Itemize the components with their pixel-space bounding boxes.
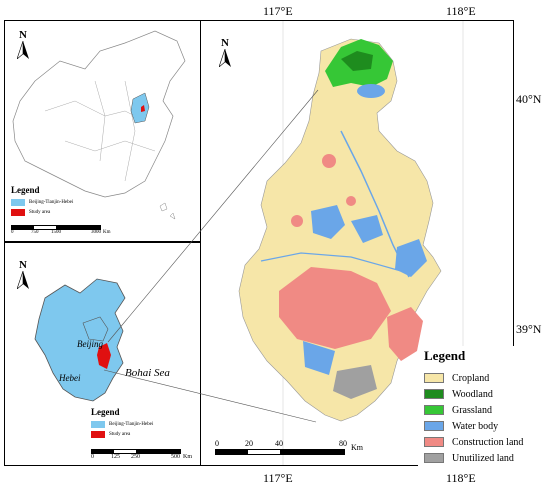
region-legend-item: Beijing-Tianjin-Hebei bbox=[91, 421, 191, 428]
north-arrow-main: N bbox=[218, 37, 231, 70]
lon-label-top-117: 117°E bbox=[263, 4, 293, 18]
lon-label-top-118: 118°E bbox=[446, 4, 476, 18]
legend-swatch bbox=[424, 453, 444, 463]
china-inset: N Legend Beijing-Tianjin-Hebei Study are… bbox=[4, 20, 201, 242]
region-legend-item: Study area bbox=[91, 431, 191, 438]
legend-item-woodland: Woodland bbox=[424, 386, 526, 402]
land-use-legend: Legend Cropland Woodland Grassland Water… bbox=[418, 346, 526, 466]
legend-swatch bbox=[424, 373, 444, 383]
china-legend-item: Study area bbox=[11, 209, 121, 216]
china-scale-bar: 0 750 1500 3000 Km bbox=[11, 225, 111, 238]
legend-item-grassland: Grassland bbox=[424, 402, 526, 418]
lat-label-40: 40°N bbox=[516, 92, 542, 106]
region-inset: N Beijing Hebei Bohai Sea Legend Beijing… bbox=[4, 242, 201, 466]
legend-swatch bbox=[91, 421, 105, 428]
lon-label-bottom-118: 118°E bbox=[446, 471, 476, 485]
legend-swatch bbox=[424, 389, 444, 399]
legend-swatch bbox=[91, 431, 105, 438]
lat-label-39: 39°N bbox=[516, 322, 542, 336]
main-scale-bar: 0 20 40 80 Km bbox=[215, 439, 365, 455]
legend-swatch bbox=[424, 405, 444, 415]
legend-item-unutilized-land: Unutilized land bbox=[424, 450, 526, 466]
china-legend: Legend Beijing-Tianjin-Hebei Study area bbox=[11, 185, 121, 216]
north-arrow-icon bbox=[218, 48, 231, 68]
label-bohai-sea: Bohai Sea bbox=[125, 367, 170, 379]
region-map bbox=[34, 278, 126, 402]
legend-swatch bbox=[11, 199, 25, 206]
legend-swatch bbox=[424, 437, 444, 447]
label-beijing: Beijing bbox=[77, 339, 103, 349]
lon-label-bottom-117: 117°E bbox=[263, 471, 293, 485]
north-arrow-icon bbox=[16, 40, 29, 60]
legend-item-cropland: Cropland bbox=[424, 370, 526, 386]
legend-item-water-body: Water body bbox=[424, 418, 526, 434]
region-scale-bar: 0 125 250 500 Km bbox=[91, 449, 192, 462]
legend-swatch bbox=[11, 209, 25, 216]
label-hebei: Hebei bbox=[59, 373, 81, 383]
north-arrow-region: N bbox=[16, 259, 29, 292]
legend-swatch bbox=[424, 421, 444, 431]
legend-item-construction-land: Construction land bbox=[424, 434, 526, 450]
north-arrow-icon bbox=[16, 270, 29, 290]
region-legend: Legend Beijing-Tianjin-Hebei Study area bbox=[91, 407, 191, 438]
china-legend-item: Beijing-Tianjin-Hebei bbox=[11, 199, 121, 206]
north-arrow-china: N bbox=[16, 29, 29, 62]
